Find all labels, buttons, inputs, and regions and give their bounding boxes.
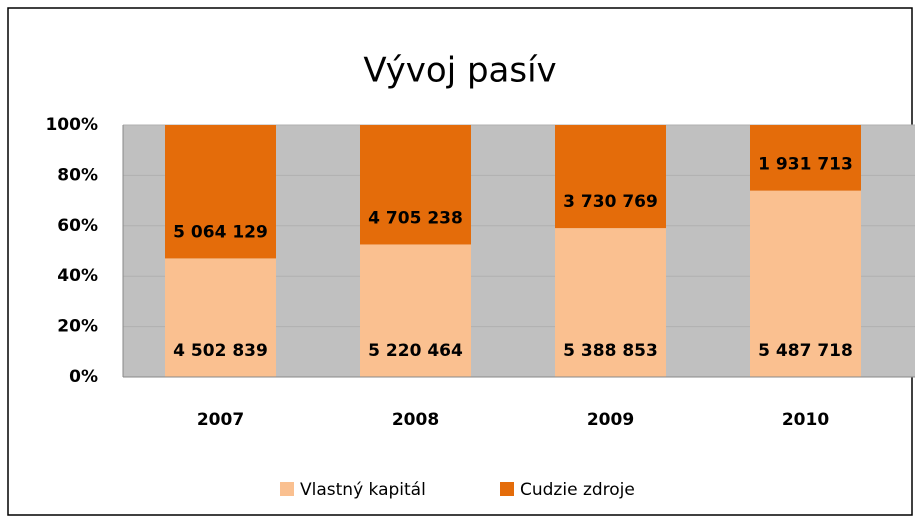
legend-label: Vlastný kapitál — [300, 480, 426, 500]
x-tick-label: 2010 — [782, 410, 829, 430]
bar — [750, 190, 861, 377]
data-label: 4 502 839 — [173, 341, 268, 361]
x-tick-label: 2009 — [587, 410, 634, 430]
data-label: 5 220 464 — [368, 341, 463, 361]
y-tick-label: 0% — [69, 367, 98, 387]
x-tick-label: 2008 — [392, 410, 439, 430]
bar — [555, 228, 666, 377]
chart-title: Vývoj pasív — [363, 51, 556, 91]
data-label: 5 487 718 — [758, 341, 853, 361]
data-label: 4 705 238 — [368, 208, 463, 228]
data-label: 5 388 853 — [563, 341, 658, 361]
data-label: 5 064 129 — [173, 222, 268, 242]
bar — [750, 125, 861, 191]
bar — [165, 125, 276, 259]
bar — [555, 125, 666, 229]
bar — [165, 258, 276, 377]
y-tick-label: 20% — [57, 317, 98, 337]
legend-swatch — [500, 482, 514, 496]
data-label: 3 730 769 — [563, 192, 658, 212]
y-tick-label: 60% — [57, 216, 98, 236]
data-label: 1 931 713 — [758, 155, 853, 175]
y-tick-label: 40% — [57, 266, 98, 286]
y-tick-label: 80% — [57, 165, 98, 185]
legend-swatch — [280, 482, 294, 496]
bar — [360, 125, 471, 245]
bar — [360, 244, 471, 377]
y-tick-label: 100% — [45, 115, 98, 135]
x-tick-label: 2007 — [197, 410, 244, 430]
legend-label: Cudzie zdroje — [520, 480, 635, 500]
